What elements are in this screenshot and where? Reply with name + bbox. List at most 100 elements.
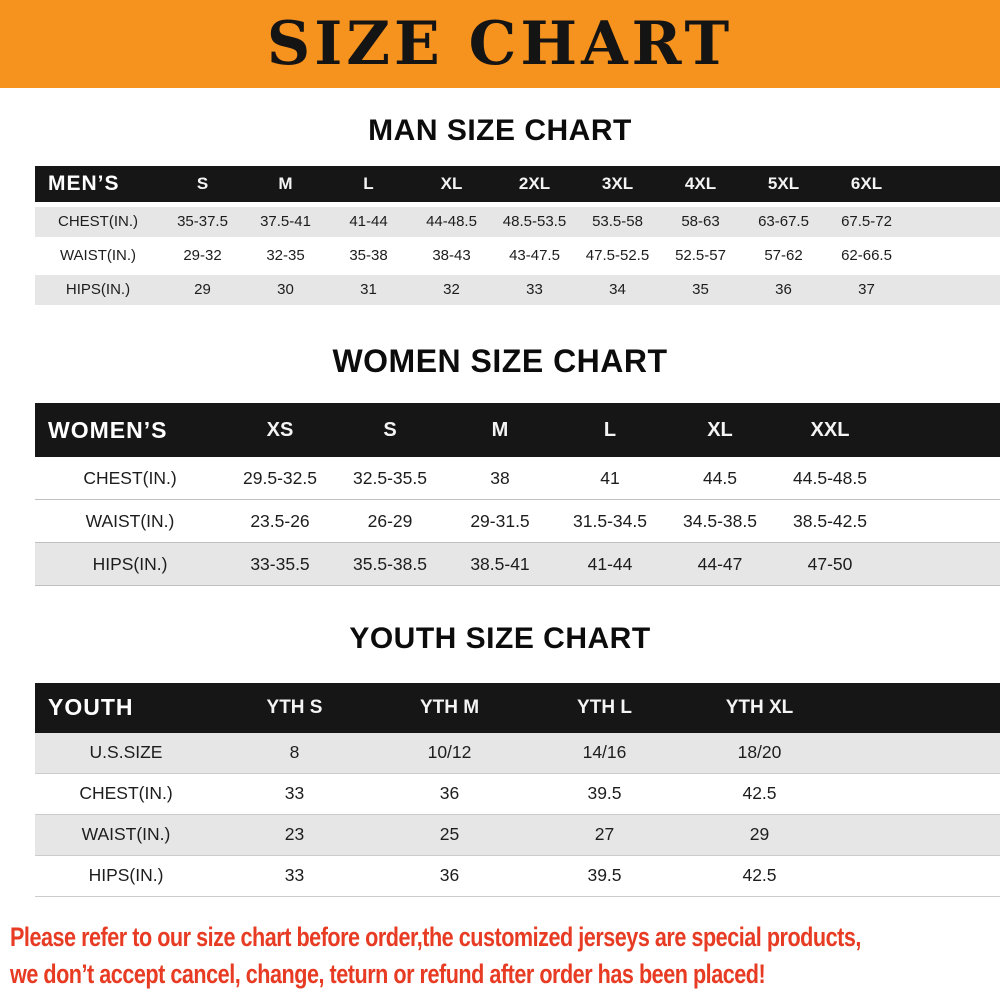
table-row: WAIST(IN.) 23 25 27 29 (35, 814, 1000, 856)
footer-line-1: Please refer to our size chart before or… (10, 921, 861, 952)
value-cell: 35-37.5 (177, 213, 228, 230)
row-label: U.S.SIZE (89, 742, 163, 763)
value-cell: 18/20 (737, 742, 782, 763)
size-column-header: YTH XL (725, 696, 794, 718)
size-column-header: YTH S (266, 696, 323, 718)
value-cell: 33-35.5 (250, 553, 310, 574)
value-cell: 42.5 (742, 865, 777, 886)
table-row: HIPS(IN.) 33-35.5 35.5-38.5 38.5-41 41-44 44-… (35, 543, 1000, 587)
row-label: CHEST(IN.) (58, 213, 138, 230)
value-cell: 63-67.5 (758, 213, 809, 230)
size-column-header: XL (707, 418, 733, 441)
row-label: HIPS(IN.) (88, 865, 164, 886)
value-cell: 38 (490, 467, 510, 488)
size-column-header: XL (440, 173, 463, 193)
table-title-cell: YOUTH (48, 694, 134, 721)
youth-size-chart-body: U.S.SIZE 8 10/12 14/16 18/20 CHEST(IN.) 33 36 39… (35, 732, 1000, 897)
youth-size-chart-table: YOUTH YTH S YTH M YTH L YTH XL U.S.SIZE 8 10/12… (35, 682, 1000, 897)
size-column-header: L (363, 173, 374, 193)
value-cell: 34.5-38.5 (683, 510, 757, 531)
table-row: U.S.SIZE 8 10/12 14/16 18/20 (35, 732, 1000, 774)
value-cell: 34 (609, 281, 626, 298)
table-row: CHEST(IN.) 35-37.5 37.5-41 41-44 44-48.5 48.5… (35, 206, 1000, 237)
footer-note: Please refer to our size chart before or… (10, 919, 1000, 993)
row-label: HIPS(IN.) (92, 553, 168, 574)
value-cell: 41-44 (587, 553, 633, 574)
value-cell: 29-32 (183, 247, 222, 264)
value-cell: 48.5-53.5 (502, 213, 567, 230)
size-column-header: 5XL (767, 173, 800, 193)
value-cell: 39.5 (587, 865, 622, 886)
value-cell: 47.5-52.5 (585, 247, 650, 264)
row-label: CHEST(IN.) (83, 467, 177, 488)
value-cell: 37.5-41 (260, 213, 311, 230)
size-column-header: S (196, 173, 209, 193)
size-column-header: 6XL (850, 173, 883, 193)
size-column-header: M (278, 173, 293, 193)
value-cell: 44.5-48.5 (793, 467, 867, 488)
value-cell: 29 (749, 824, 770, 845)
value-cell: 25 (439, 824, 460, 845)
table-title-cell: MEN’S (48, 171, 120, 195)
women-size-chart-body: CHEST(IN.) 29.5-32.5 32.5-35.5 38 41 44.5 44.5… (35, 457, 1000, 587)
row-label: WAIST(IN.) (59, 247, 137, 264)
value-cell: 67.5-72 (841, 213, 892, 230)
table-header-row: WOMEN’S XS S M L XL XXL (35, 403, 1000, 458)
table-header-row: YOUTH YTH S YTH M YTH L YTH XL (35, 682, 1000, 733)
size-column-header: L (603, 418, 617, 441)
table-row: CHEST(IN.) 29.5-32.5 32.5-35.5 38 41 44.5 44.5… (35, 457, 1000, 501)
women-size-chart: WOMEN SIZE CHART WOMEN’S XS S M L XL XXL CHEST(I… (0, 343, 1000, 587)
size-column-header: YTH M (419, 696, 480, 718)
value-cell: 10/12 (427, 742, 472, 763)
value-cell: 29-31.5 (470, 510, 530, 531)
value-cell: 23.5-26 (250, 510, 310, 531)
value-cell: 41-44 (349, 213, 388, 230)
value-cell: 8 (289, 742, 300, 763)
value-cell: 38.5-41 (470, 553, 530, 574)
value-cell: 42.5 (742, 783, 777, 804)
value-cell: 31 (360, 281, 377, 298)
value-cell: 33 (284, 783, 305, 804)
value-cell: 35.5-38.5 (353, 553, 427, 574)
value-cell: 32 (443, 281, 460, 298)
footer-line-2: we don’t accept cancel, change, teturn o… (10, 958, 766, 989)
table-row: WAIST(IN.) 29-32 32-35 35-38 38-43 43-47.5 47.… (35, 240, 1000, 271)
value-cell: 44.5 (702, 467, 738, 488)
size-column-header: S (383, 418, 397, 441)
value-cell: 44-47 (697, 553, 743, 574)
value-cell: 33 (284, 865, 305, 886)
value-cell: 36 (439, 865, 460, 886)
size-column-header: XS (266, 418, 294, 441)
size-column-header: M (491, 418, 509, 441)
row-label: WAIST(IN.) (81, 824, 171, 845)
table-row: WAIST(IN.) 23.5-26 26-29 29-31.5 31.5-34.5 34… (35, 500, 1000, 544)
value-cell: 35 (692, 281, 709, 298)
man-size-chart-title: MAN SIZE CHART (368, 114, 632, 147)
value-cell: 29.5-32.5 (243, 467, 317, 488)
value-cell: 26-29 (367, 510, 413, 531)
value-cell: 62-66.5 (841, 247, 892, 264)
size-column-header: 4XL (684, 173, 717, 193)
women-size-chart-title: WOMEN SIZE CHART (332, 342, 668, 379)
value-cell: 38-43 (432, 247, 471, 264)
value-cell: 23 (284, 824, 305, 845)
women-size-chart-table: WOMEN’S XS S M L XL XXL CHEST(IN.) 29.5-32.5 32.5… (35, 403, 1000, 587)
value-cell: 58-63 (681, 213, 720, 230)
table-title-cell: WOMEN’S (48, 416, 168, 443)
value-cell: 31.5-34.5 (573, 510, 647, 531)
value-cell: 53.5-58 (592, 213, 643, 230)
table-row: HIPS(IN.) 29 30 31 32 33 34 35 36 37 (35, 274, 1000, 305)
value-cell: 38.5-42.5 (793, 510, 867, 531)
value-cell: 36 (439, 783, 460, 804)
youth-size-chart-title: YOUTH SIZE CHART (349, 622, 651, 656)
banner: SIZE CHART (0, 0, 1000, 88)
value-cell: 36 (775, 281, 792, 298)
size-column-header: 2XL (518, 173, 551, 193)
value-cell: 14/16 (582, 742, 627, 763)
youth-size-chart: YOUTH SIZE CHART YOUTH YTH S YTH M YTH L YTH … (0, 622, 1000, 897)
value-cell: 32-35 (266, 247, 305, 264)
value-cell: 33 (526, 281, 543, 298)
value-cell: 30 (277, 281, 294, 298)
row-label: HIPS(IN.) (65, 281, 131, 298)
row-label: CHEST(IN.) (79, 783, 173, 804)
